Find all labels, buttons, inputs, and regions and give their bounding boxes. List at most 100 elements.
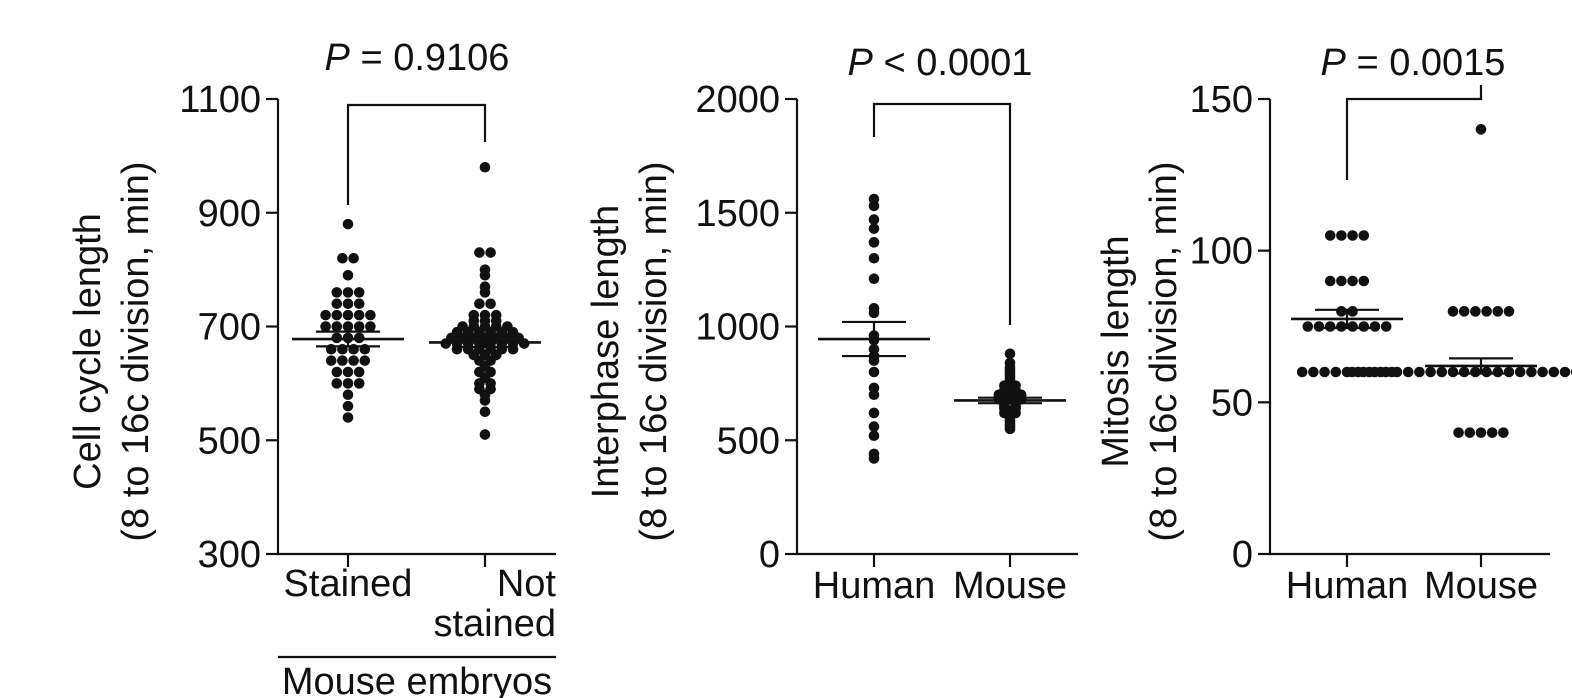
- data-point: [485, 298, 496, 310]
- data-point: [353, 309, 365, 321]
- y-axis-label: Interphase length: [585, 205, 627, 499]
- data-point: [320, 321, 331, 332]
- y-tick-label: 900: [198, 193, 261, 235]
- data-point: [1324, 275, 1336, 287]
- category-label: Mouse: [1424, 565, 1538, 607]
- data-point: [868, 421, 880, 432]
- y-tick-label: 0: [1232, 534, 1253, 576]
- y-tick-label: 100: [1190, 231, 1253, 273]
- category-label: stained: [433, 603, 556, 645]
- y-tick-label: 1100: [179, 79, 261, 121]
- data-point: [1526, 366, 1537, 378]
- data-point: [1481, 306, 1492, 317]
- data-point: [1402, 366, 1414, 378]
- y-tick-label: 300: [198, 534, 261, 576]
- data-point: [1336, 306, 1347, 317]
- data-point: [1324, 230, 1336, 241]
- data-point: [1481, 366, 1492, 378]
- p-value: = 0.9106: [350, 37, 510, 79]
- data-point: [474, 298, 485, 310]
- data-point: [485, 247, 496, 258]
- data-point: [1380, 366, 1392, 378]
- data-point: [1336, 230, 1347, 241]
- data-point: [1475, 124, 1487, 135]
- data-point: [1308, 366, 1319, 378]
- data-point: [1346, 366, 1358, 378]
- y-tick-label: 1500: [695, 193, 780, 235]
- data-point: [1458, 366, 1470, 378]
- data-point: [490, 309, 502, 321]
- data-point: [331, 287, 343, 298]
- data-point: [479, 429, 491, 440]
- data-point: [320, 309, 331, 321]
- data-point: [1514, 366, 1526, 378]
- data-point: [348, 252, 359, 264]
- data-point: [342, 309, 354, 321]
- data-point: [457, 321, 468, 332]
- data-point: [868, 273, 880, 285]
- data-point: [331, 378, 343, 389]
- data-point: [331, 309, 343, 321]
- data-point: [1347, 321, 1358, 332]
- data-point: [337, 252, 348, 264]
- data-point: [1453, 427, 1464, 438]
- data-point: [342, 412, 354, 423]
- data-point: [342, 270, 354, 281]
- data-point: [342, 287, 354, 298]
- data-point: [479, 161, 491, 173]
- data-point: [342, 366, 354, 378]
- y-tick-label: 50: [1211, 382, 1253, 424]
- panel-cell-cycle: 300 500 700 900 1100 Cell cycle length (8 to 1…: [67, 37, 556, 698]
- y-axis-label: (8 to 16c division, min): [1143, 161, 1185, 541]
- data-point: [1369, 366, 1380, 378]
- data-point: [1559, 366, 1571, 378]
- data-point: [1486, 427, 1498, 438]
- significance-bracket: [872, 102, 1012, 325]
- data-point: [342, 321, 354, 332]
- data-point: [342, 378, 354, 389]
- data-point: [1498, 427, 1509, 438]
- data-point: [1347, 306, 1358, 317]
- y-tick-label: 0: [759, 534, 780, 576]
- data-point: [331, 366, 343, 378]
- data-point: [868, 193, 880, 205]
- data-point: [1414, 366, 1425, 378]
- data-point: [868, 252, 880, 264]
- y-tick-label: 700: [198, 307, 261, 349]
- data-point: [1330, 366, 1342, 378]
- data-point: [1358, 230, 1370, 241]
- data-point: [348, 355, 359, 366]
- data-point: [868, 448, 880, 460]
- data-point: [868, 223, 880, 234]
- category-label: Human: [1286, 565, 1409, 607]
- p-symbol: P: [325, 37, 351, 79]
- data-point: [1336, 321, 1347, 332]
- data-point: [365, 309, 376, 321]
- data-point: [1347, 230, 1358, 241]
- data-point: [868, 430, 880, 442]
- data-point: [1391, 366, 1403, 378]
- data-point: [337, 355, 348, 366]
- y-axis-label: Mitosis length: [1095, 235, 1137, 467]
- data-point: [331, 321, 343, 332]
- data-point: [1458, 306, 1470, 317]
- y-tick-label: 2000: [695, 79, 780, 121]
- data-point: [342, 298, 354, 310]
- data-point: [1537, 366, 1548, 378]
- category-label: Not: [497, 563, 557, 605]
- panel-interphase: 0 500 1000 1500 2000 Interphase length (8 to 1…: [585, 42, 1078, 607]
- data-point: [1347, 275, 1358, 287]
- data-point: [342, 400, 354, 412]
- y-tick-label: 150: [1190, 79, 1253, 121]
- data-point: [468, 309, 480, 321]
- significance-bracket: [346, 103, 487, 205]
- data-point: [502, 321, 513, 332]
- data-point: [1319, 366, 1330, 378]
- data-point: [353, 321, 365, 332]
- data-point: [1492, 306, 1504, 317]
- p-symbol: P: [1321, 42, 1347, 84]
- data-point: [868, 382, 880, 394]
- data-point: [1358, 275, 1370, 287]
- data-point: [1380, 321, 1392, 332]
